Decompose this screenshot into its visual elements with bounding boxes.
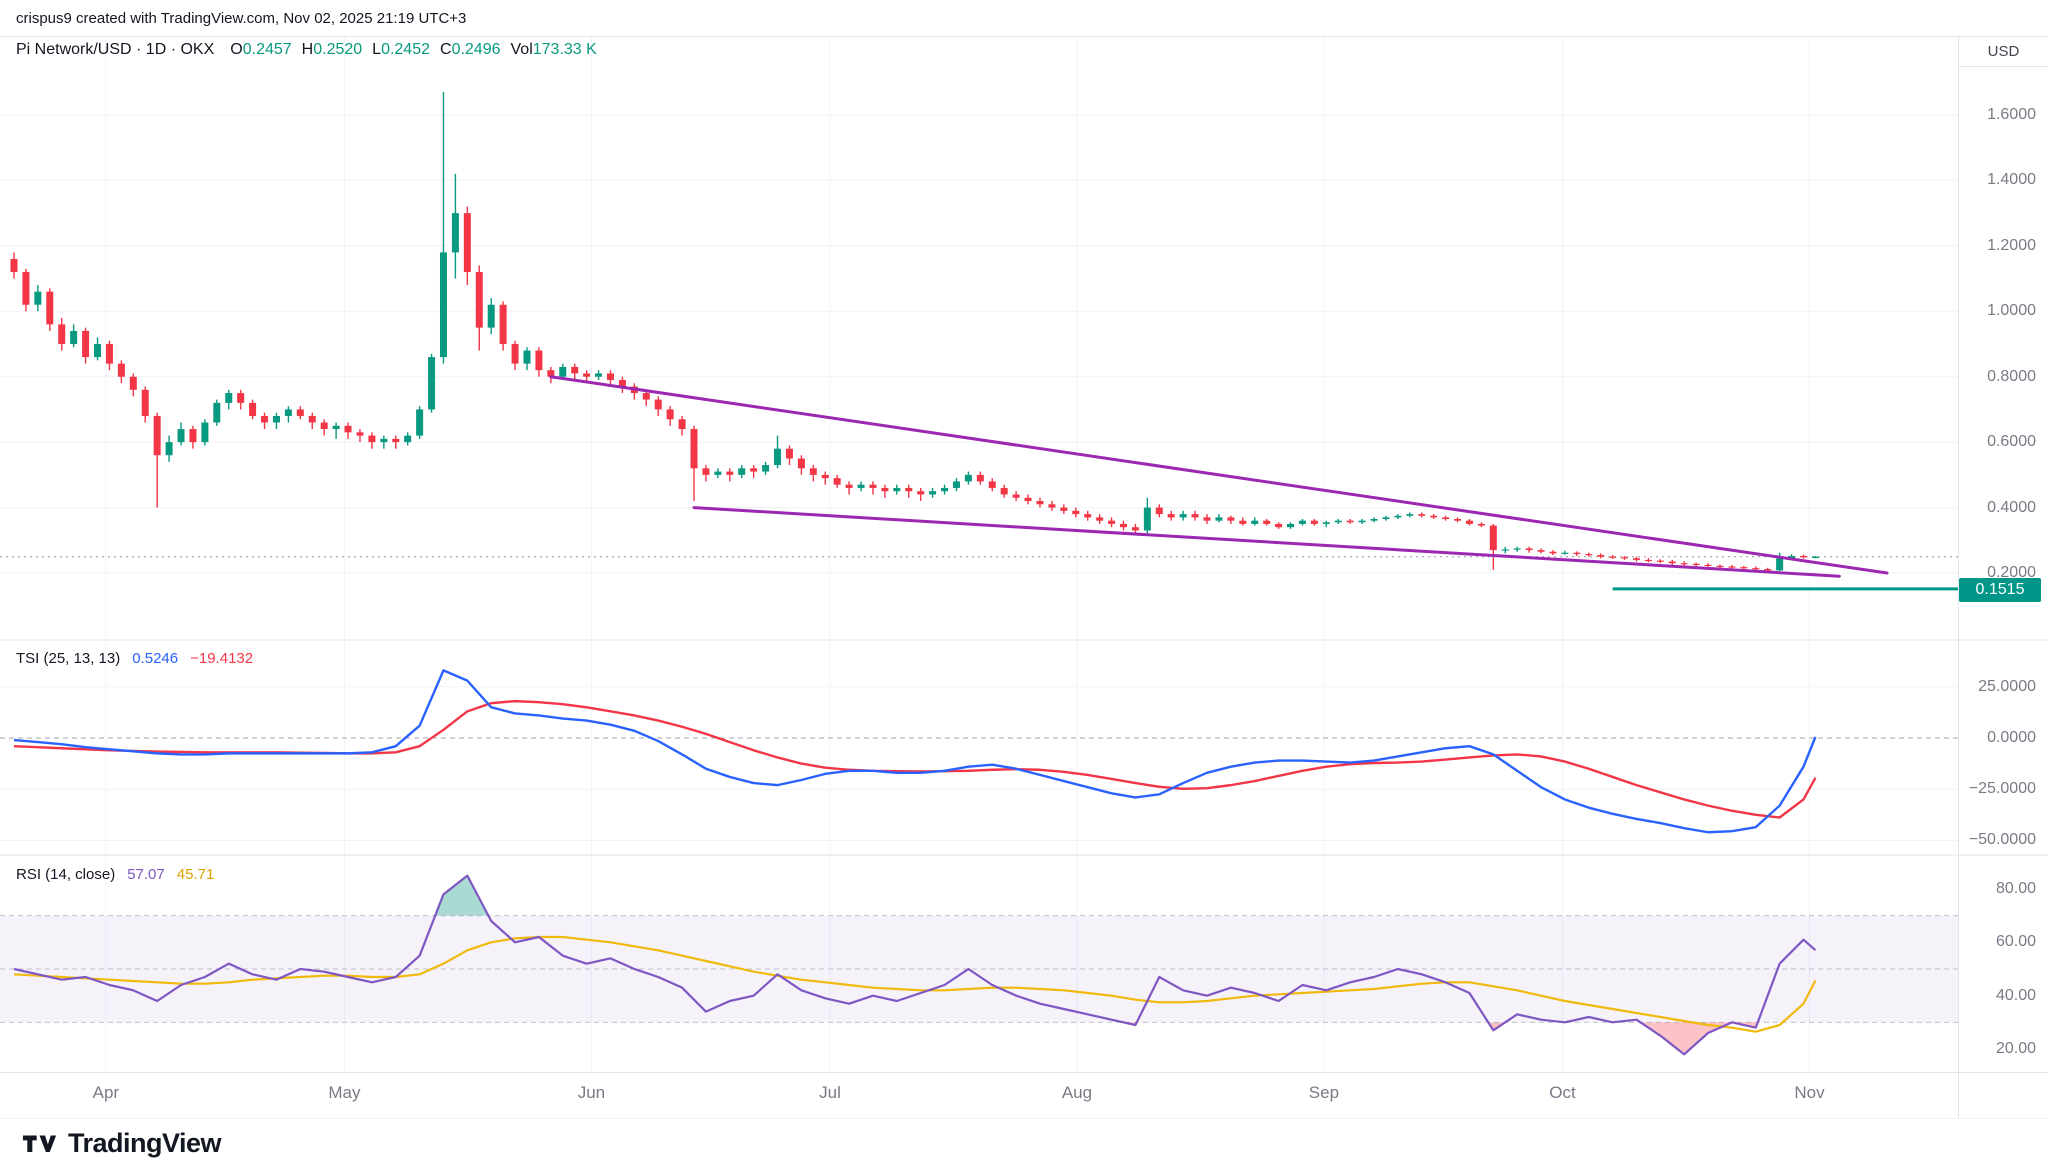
month-label: Oct [1549,1083,1576,1102]
rsi-tick-label: 40.00 [1995,986,2036,1004]
rsi-value: 57.07 [127,866,165,883]
price-tick-label: 0.8000 [1987,367,2036,385]
currency-label[interactable]: USD [1959,37,2048,67]
ohlc-readout: O 0.2457 H 0.2520 L 0.2452 C 0.2496 Vol 173.3… [230,41,597,59]
tsi-tick-label: 25.0000 [1978,677,2036,695]
month-label: Apr [92,1083,120,1102]
tradingview-logo-icon[interactable] [22,1131,58,1157]
price-tick-label: 0.4000 [1987,498,2036,516]
month-label: Sep [1308,1083,1340,1102]
tsi-value: 0.5246 [132,650,179,667]
price-tick-label: 1.6000 [1987,106,2036,123]
tsi-label[interactable]: TSI (25, 13, 13) [16,650,121,667]
attribution-bar: crispus9 created with TradingView.com, N… [0,0,2048,37]
symbol-title[interactable]: Pi Network/USD · 1D · OKX [16,41,215,58]
symbol-bar: Pi Network/USD · 1D · OKX O 0.2457 H 0.252… [16,41,597,59]
month-label: Aug [1061,1083,1093,1102]
rsi-label[interactable]: RSI (14, close) [16,866,116,883]
tsi-signal-value: −19.4132 [190,650,254,667]
month-label: Nov [1794,1083,1825,1102]
tradingview-brand[interactable]: TradingView [68,1128,222,1158]
chart-plot-area[interactable] [0,37,1958,1072]
tsi-tick-label: −50.0000 [1968,831,2036,849]
tsi-series[interactable] [13,669,1817,834]
month-label: Jul [819,1083,841,1102]
price-axis[interactable]: USD [1958,37,2048,1118]
rsi-tick-label: 20.00 [1995,1040,2036,1057]
month-label: Jun [577,1083,606,1102]
gridlines [0,37,1958,1072]
price-tick-label: 0.6000 [1987,433,2036,451]
rsi-tick-label: 60.00 [1995,933,2036,951]
close-readout: C 0.2496 [440,41,501,58]
price-tick-label: 0.2000 [1987,563,2036,581]
tsi-tick-label: 0.0000 [1987,729,2036,746]
rsi-ma-value: 45.71 [176,866,215,883]
candlestick-series[interactable] [10,92,1819,573]
support-price-label: 0.1515 [1959,578,2041,602]
rsi-legend: RSI (14, close) 57.07 45.71 [16,866,214,883]
price-tick-label: 1.2000 [1987,236,2036,254]
price-tick-label: 1.4000 [1987,171,2036,189]
price-tick-label: 1.0000 [1987,302,2036,320]
rsi-series[interactable] [13,874,1817,1056]
tsi-tick-label: −25.0000 [1968,780,2036,798]
high-readout: H 0.2520 [301,41,363,58]
month-label: May [328,1083,361,1102]
rsi-tick-label: 80.00 [1995,880,2036,897]
attribution-text: crispus9 created with TradingView.com, N… [16,9,467,27]
volume-readout: Vol 173.33 K [510,41,597,58]
low-readout: L 0.2452 [372,41,430,58]
tsi-legend: TSI (25, 13, 13) 0.5246 −19.4132 [16,650,253,667]
trendline-annotations[interactable] [549,375,1889,578]
footer: TradingView [0,1118,2048,1168]
time-axis[interactable] [0,1072,2048,1119]
open-readout: O 0.2457 [230,41,292,58]
